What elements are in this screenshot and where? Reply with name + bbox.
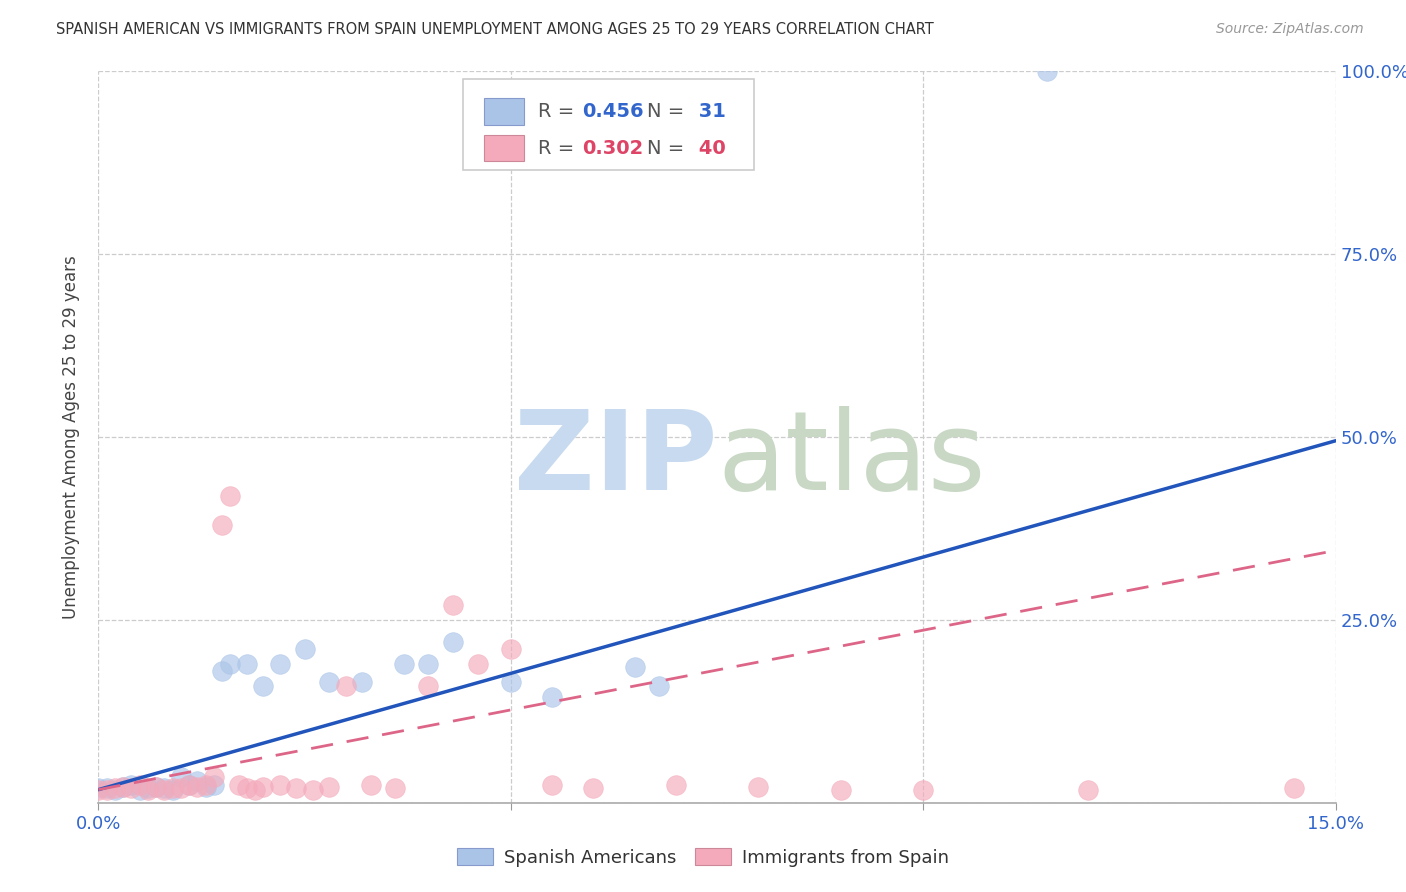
Point — [104, 781, 127, 796]
Point — [87, 782, 110, 797]
Point — [219, 657, 242, 671]
Point — [1077, 782, 1099, 797]
Text: 31: 31 — [692, 102, 725, 121]
Point — [236, 781, 259, 796]
Y-axis label: Unemployment Among Ages 25 to 29 years: Unemployment Among Ages 25 to 29 years — [62, 255, 80, 619]
Point — [418, 657, 440, 671]
Point — [162, 782, 184, 797]
Point — [318, 675, 340, 690]
Point — [236, 657, 259, 671]
Point — [269, 777, 291, 792]
Point — [648, 679, 671, 693]
Point — [541, 777, 564, 792]
Point — [623, 660, 645, 674]
Point — [499, 642, 522, 657]
FancyBboxPatch shape — [464, 78, 754, 170]
Point — [441, 599, 464, 613]
Point — [360, 777, 382, 792]
Point — [112, 780, 135, 794]
Point — [136, 782, 159, 797]
Point — [120, 781, 142, 796]
Point — [153, 782, 176, 797]
Point — [830, 782, 852, 797]
Point — [186, 780, 208, 794]
Point — [120, 777, 142, 792]
Text: R =: R = — [537, 138, 581, 158]
Text: SPANISH AMERICAN VS IMMIGRANTS FROM SPAIN UNEMPLOYMENT AMONG AGES 25 TO 29 YEARS: SPANISH AMERICAN VS IMMIGRANTS FROM SPAI… — [56, 22, 934, 37]
Point — [96, 781, 118, 796]
Point — [665, 777, 688, 792]
Point — [179, 777, 201, 792]
Point — [162, 781, 184, 796]
Point — [499, 675, 522, 690]
Text: N =: N = — [647, 138, 690, 158]
Point — [179, 777, 201, 792]
Text: N =: N = — [647, 102, 690, 121]
Point — [128, 782, 150, 797]
Point — [1284, 781, 1306, 796]
Point — [194, 780, 217, 794]
Point — [1036, 64, 1059, 78]
Point — [441, 635, 464, 649]
Text: ZIP: ZIP — [513, 406, 717, 513]
Point — [112, 780, 135, 794]
Point — [87, 781, 110, 796]
Point — [170, 770, 193, 784]
Point — [747, 780, 769, 794]
Point — [170, 781, 193, 796]
Point — [145, 780, 167, 794]
Text: atlas: atlas — [717, 406, 986, 513]
Point — [352, 675, 374, 690]
Point — [912, 782, 935, 797]
Point — [467, 657, 489, 671]
Point — [285, 781, 308, 796]
Point — [202, 777, 225, 792]
Point — [252, 780, 274, 794]
Point — [269, 657, 291, 671]
Text: 0.302: 0.302 — [582, 138, 644, 158]
Legend: Spanish Americans, Immigrants from Spain: Spanish Americans, Immigrants from Spain — [450, 841, 956, 874]
Point — [318, 780, 340, 794]
FancyBboxPatch shape — [485, 98, 524, 125]
Point — [302, 782, 325, 797]
Point — [252, 679, 274, 693]
Point — [392, 657, 415, 671]
Text: 0.456: 0.456 — [582, 102, 644, 121]
Point — [294, 642, 316, 657]
Point — [582, 781, 605, 796]
Text: 40: 40 — [692, 138, 725, 158]
Point — [136, 781, 159, 796]
Point — [243, 782, 266, 797]
FancyBboxPatch shape — [485, 135, 524, 161]
Point — [541, 690, 564, 704]
Point — [96, 782, 118, 797]
Text: Source: ZipAtlas.com: Source: ZipAtlas.com — [1216, 22, 1364, 37]
Point — [194, 777, 217, 792]
Point — [104, 782, 127, 797]
Point — [186, 773, 208, 788]
Point — [145, 780, 167, 794]
Point — [153, 781, 176, 796]
Text: R =: R = — [537, 102, 581, 121]
Point — [384, 781, 406, 796]
Point — [335, 679, 357, 693]
Point — [418, 679, 440, 693]
Point — [128, 777, 150, 792]
Point — [219, 489, 242, 503]
Point — [202, 770, 225, 784]
Point — [211, 664, 233, 678]
Point — [228, 777, 250, 792]
Point — [211, 517, 233, 532]
